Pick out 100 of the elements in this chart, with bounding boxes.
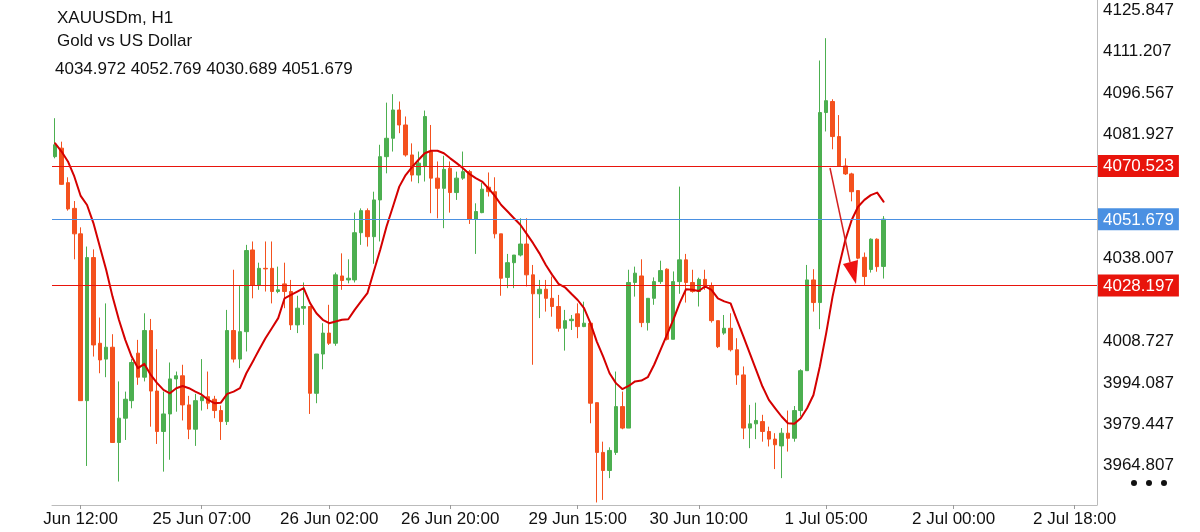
- x-tick-label: 26 Jun 02:00: [280, 509, 379, 528]
- candlestick: [881, 215, 886, 280]
- candlestick: [869, 237, 873, 274]
- candlestick: [811, 268, 816, 313]
- candlestick: [499, 233, 503, 297]
- candlestick: [505, 253, 510, 289]
- candlestick: [830, 98, 835, 150]
- y-tick-label: 3979.447: [1103, 413, 1174, 433]
- candlestick: [684, 253, 688, 304]
- candlestick: [244, 244, 249, 352]
- candlestick: [180, 364, 185, 421]
- candlestick: [862, 252, 867, 287]
- candlestick: [703, 269, 707, 291]
- candlestick: [531, 264, 535, 366]
- x-tick-label: 25 Jun 07:00: [152, 509, 251, 528]
- candlestick: [607, 446, 612, 479]
- candlestick: [168, 361, 172, 461]
- ref-line-label: 4070.523: [1103, 156, 1174, 176]
- candlestick: [537, 279, 542, 319]
- candlestick: [435, 160, 440, 219]
- candlestick: [117, 380, 121, 483]
- y-tick-label: 4081.927: [1103, 124, 1174, 144]
- y-tick-label: 4008.727: [1103, 331, 1174, 351]
- candlestick: [416, 151, 421, 184]
- candlestick: [760, 414, 765, 443]
- ref-line-label: 4051.679: [1103, 209, 1174, 229]
- candlestick: [569, 314, 574, 331]
- candlestick: [391, 93, 395, 153]
- candlestick: [85, 246, 89, 467]
- candlestick: [461, 151, 465, 181]
- candlestick: [110, 333, 115, 444]
- candlestick: [66, 176, 70, 212]
- candlestick: [575, 302, 580, 339]
- candlestick: [333, 272, 338, 347]
- candlestick: [155, 348, 159, 445]
- candlestick: [314, 353, 319, 404]
- candlestick: [658, 260, 663, 285]
- candlestick: [626, 269, 631, 429]
- candlestick: [200, 358, 204, 412]
- candlestick: [219, 404, 223, 441]
- candlestick: [308, 305, 312, 415]
- candlestick: [716, 320, 720, 349]
- x-tick-label: Jun 12:00: [43, 509, 119, 528]
- candlestick: [779, 427, 784, 479]
- candlestick: [263, 240, 268, 293]
- candlestick: [837, 114, 841, 167]
- candlestick: [518, 217, 523, 257]
- candlestick: [161, 391, 166, 473]
- candlestick: [282, 262, 287, 309]
- candlestick: [748, 404, 752, 449]
- candlestick: [754, 402, 758, 440]
- candlestick: [722, 314, 726, 336]
- candlestick: [493, 176, 497, 239]
- candlestick: [524, 217, 529, 287]
- candlestick: [652, 276, 656, 306]
- candlestick: [665, 267, 669, 341]
- candlestick: [372, 191, 376, 265]
- y-tick-label: 4111.207: [1103, 41, 1172, 61]
- y-tick-label: 4038.007: [1103, 248, 1174, 268]
- candlestick: [544, 279, 548, 313]
- y-tick-label: 3994.087: [1103, 372, 1174, 392]
- candlestick: [98, 317, 102, 374]
- candlestick: [340, 252, 344, 291]
- candlestick: [136, 339, 140, 386]
- candlestick: [250, 240, 255, 299]
- candlestick: [467, 169, 472, 225]
- candlestick: [397, 101, 401, 134]
- x-tick-label: 2 Jul 00:00: [912, 509, 996, 528]
- candlestick: [550, 276, 554, 318]
- line-series: [54, 142, 885, 425]
- candlestick: [289, 279, 293, 331]
- candlestick: [174, 371, 178, 413]
- y-tick-label: 3964.807: [1103, 455, 1174, 475]
- candlestick: [327, 304, 331, 346]
- candlestick: [620, 391, 625, 430]
- candlestick: [403, 116, 408, 158]
- candlestick: [824, 37, 828, 132]
- candlestick: [709, 281, 714, 324]
- candlestick: [193, 393, 198, 447]
- candlestick: [91, 248, 96, 358]
- candlestick: [474, 202, 478, 255]
- candlestick: [104, 302, 108, 378]
- candlestick: [321, 322, 325, 370]
- candlestick: [149, 318, 153, 428]
- candlestick: [786, 410, 790, 453]
- candlestick: [142, 312, 147, 382]
- x-tick-label: 29 Jun 15:00: [528, 509, 627, 528]
- candlestick: [238, 284, 242, 369]
- candlestick: [614, 371, 618, 456]
- candlestick: [512, 254, 516, 289]
- candlestick: [270, 240, 274, 304]
- candlestick: [448, 160, 452, 214]
- candlestick: [225, 309, 229, 426]
- candlestick: [187, 395, 191, 440]
- candlestick: [359, 207, 363, 246]
- candlestick: [231, 269, 236, 363]
- candlestick: [563, 309, 567, 352]
- candlestick: [423, 110, 427, 183]
- text: XAUUSDm, H1: [57, 8, 174, 27]
- candlestick: [856, 190, 860, 260]
